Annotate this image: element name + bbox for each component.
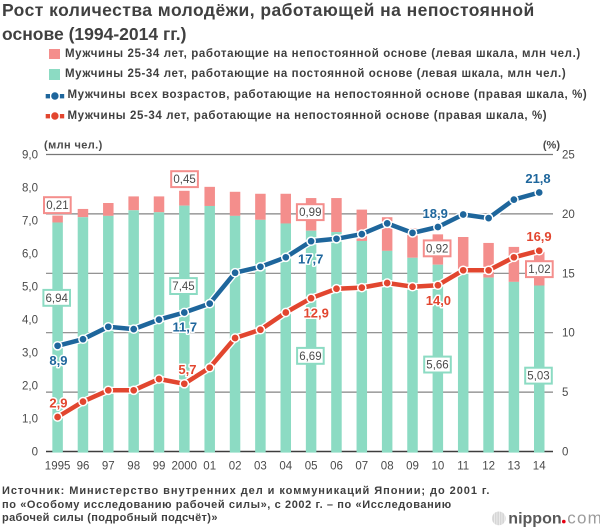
svg-text:0,45: 0,45 xyxy=(173,174,195,186)
svg-text:11: 11 xyxy=(457,461,469,473)
svg-text:nippon: nippon xyxy=(508,510,561,527)
svg-text:6,0: 6,0 xyxy=(22,249,38,261)
svg-text:01: 01 xyxy=(203,461,216,473)
svg-text:10: 10 xyxy=(562,328,575,340)
svg-text:1,02: 1,02 xyxy=(528,264,550,276)
svg-text:3,0: 3,0 xyxy=(22,348,38,360)
svg-text:0,99: 0,99 xyxy=(299,207,321,219)
svg-text:03: 03 xyxy=(254,461,267,473)
svg-text:8,0: 8,0 xyxy=(22,183,38,195)
svg-text:02: 02 xyxy=(229,461,242,473)
svg-text:98: 98 xyxy=(127,461,140,473)
svg-text:com: com xyxy=(567,509,600,527)
svg-text:5,03: 5,03 xyxy=(527,371,549,383)
svg-text:96: 96 xyxy=(77,461,90,473)
svg-text:5: 5 xyxy=(562,387,568,399)
svg-text:25: 25 xyxy=(562,150,575,162)
svg-text:2,0: 2,0 xyxy=(22,381,38,393)
svg-text:5,0: 5,0 xyxy=(22,282,38,294)
svg-text:08: 08 xyxy=(381,461,394,473)
svg-text:20: 20 xyxy=(562,209,575,221)
svg-text:09: 09 xyxy=(406,461,419,473)
svg-text:15: 15 xyxy=(562,268,575,280)
svg-text:12: 12 xyxy=(482,461,495,473)
svg-text:11,7: 11,7 xyxy=(173,320,198,335)
svg-text:4,0: 4,0 xyxy=(22,315,38,327)
svg-text:99: 99 xyxy=(153,461,166,473)
svg-text:13: 13 xyxy=(508,461,521,473)
svg-text:6,69: 6,69 xyxy=(299,351,321,363)
svg-text:2000: 2000 xyxy=(172,461,198,473)
svg-text:21,8: 21,8 xyxy=(525,171,550,186)
svg-text:0: 0 xyxy=(562,447,568,459)
svg-text:0,92: 0,92 xyxy=(426,243,448,255)
svg-text:14,0: 14,0 xyxy=(426,293,451,308)
svg-text:9,0: 9,0 xyxy=(22,150,38,162)
svg-text:06: 06 xyxy=(330,461,343,473)
svg-text:05: 05 xyxy=(305,461,318,473)
svg-text:5,7: 5,7 xyxy=(178,362,196,377)
svg-text:8,9: 8,9 xyxy=(49,353,67,368)
svg-text:7,45: 7,45 xyxy=(172,281,194,293)
svg-text:2,9: 2,9 xyxy=(49,396,67,411)
svg-text:0: 0 xyxy=(32,447,38,459)
svg-text:7,0: 7,0 xyxy=(22,216,38,228)
svg-text:04: 04 xyxy=(279,461,292,473)
svg-text:07: 07 xyxy=(355,461,368,473)
svg-text:6,94: 6,94 xyxy=(46,293,69,305)
svg-text:10: 10 xyxy=(432,461,445,473)
svg-text:12,9: 12,9 xyxy=(304,305,329,320)
svg-text:97: 97 xyxy=(102,461,115,473)
svg-text:1,0: 1,0 xyxy=(22,414,38,426)
svg-text:17,7: 17,7 xyxy=(298,252,323,267)
svg-text:(млн чел.): (млн чел.) xyxy=(44,140,103,152)
svg-text:16,9: 16,9 xyxy=(526,229,551,244)
svg-text:0,21: 0,21 xyxy=(46,200,68,212)
svg-text:18,9: 18,9 xyxy=(423,206,448,221)
svg-text:14: 14 xyxy=(533,461,546,473)
svg-text:(%): (%) xyxy=(543,140,560,152)
svg-text:5,66: 5,66 xyxy=(426,360,448,372)
svg-text:1995: 1995 xyxy=(45,461,71,473)
